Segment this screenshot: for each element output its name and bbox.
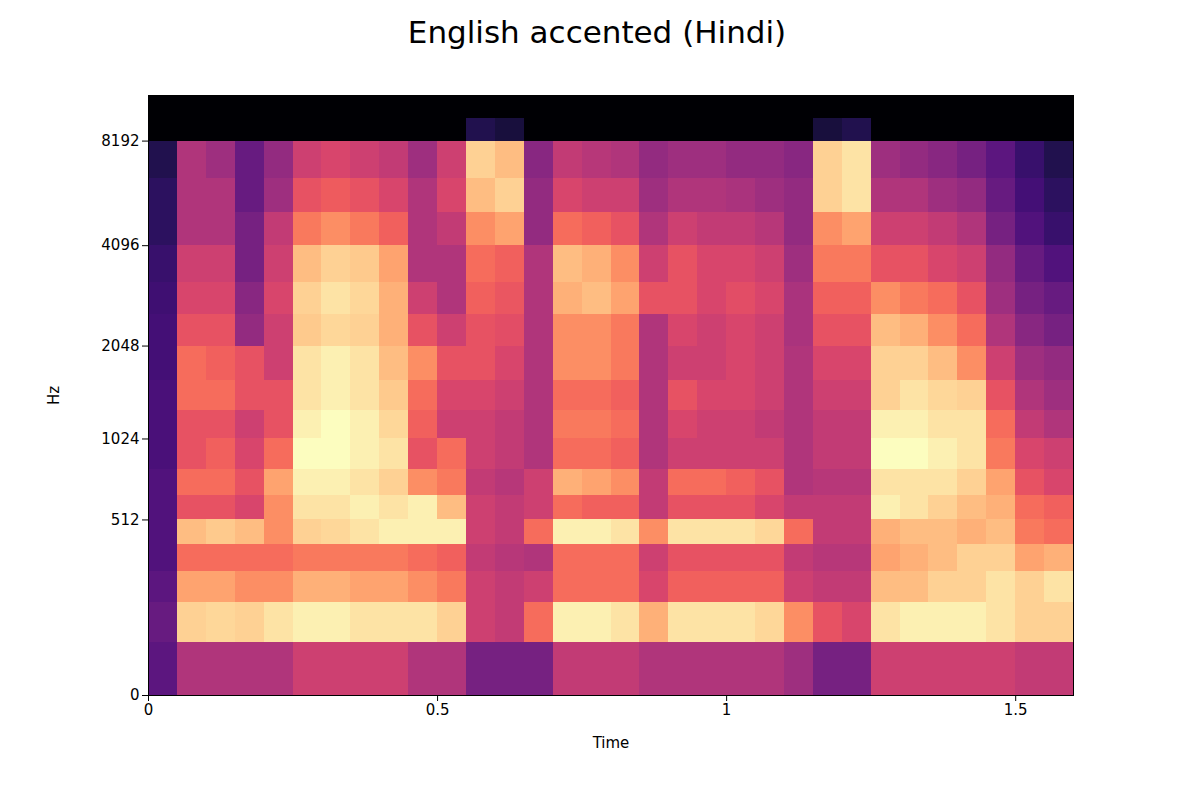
- svg-text:4096: 4096: [101, 236, 139, 254]
- svg-text:0: 0: [130, 686, 140, 704]
- svg-text:Hz: Hz: [45, 386, 63, 405]
- svg-text:0.5: 0.5: [426, 701, 450, 719]
- svg-text:1024: 1024: [101, 430, 139, 448]
- svg-text:Time: Time: [592, 734, 630, 752]
- svg-text:8192: 8192: [101, 132, 139, 150]
- html-text:English accented (Hindi): English accented (Hindi): [407, 14, 787, 50]
- svg-text:0: 0: [144, 701, 154, 719]
- svg-text:1.5: 1.5: [1004, 701, 1028, 719]
- svg-text:512: 512: [111, 511, 140, 529]
- svg-text:1: 1: [722, 701, 732, 719]
- svg-text:2048: 2048: [101, 337, 139, 355]
